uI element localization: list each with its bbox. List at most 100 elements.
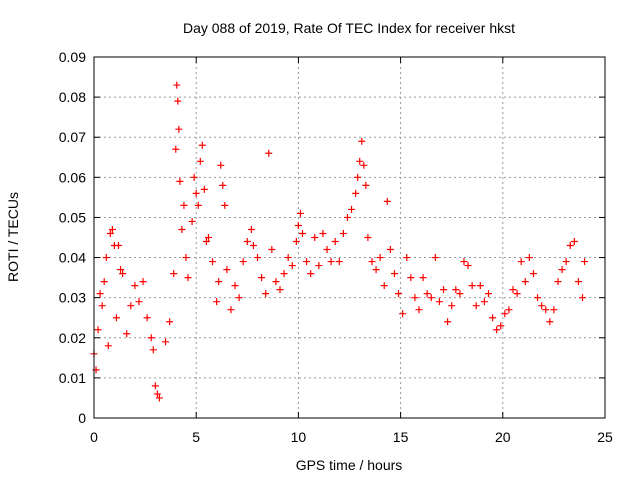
data-point bbox=[362, 181, 370, 189]
data-point bbox=[574, 278, 582, 286]
data-point bbox=[390, 270, 398, 278]
data-point bbox=[178, 225, 186, 233]
x-tick-label: 20 bbox=[495, 429, 511, 445]
x-tick-label: 10 bbox=[291, 429, 307, 445]
data-point bbox=[94, 326, 102, 334]
y-tick-label: 0.04 bbox=[59, 250, 86, 266]
data-point bbox=[215, 278, 223, 286]
data-point bbox=[131, 282, 139, 290]
data-point bbox=[431, 254, 439, 262]
data-point bbox=[323, 246, 331, 254]
data-point bbox=[166, 318, 174, 326]
data-point bbox=[96, 290, 104, 298]
data-point bbox=[115, 242, 123, 250]
data-point bbox=[529, 270, 537, 278]
y-tick-label: 0 bbox=[78, 410, 86, 426]
data-point bbox=[175, 125, 183, 133]
data-point bbox=[407, 274, 415, 282]
data-point bbox=[135, 298, 143, 306]
y-tick-label: 0.03 bbox=[59, 290, 86, 306]
data-point bbox=[200, 185, 208, 193]
data-point bbox=[188, 217, 196, 225]
data-point bbox=[149, 346, 157, 354]
data-point bbox=[98, 302, 106, 310]
data-point bbox=[525, 254, 533, 262]
data-point bbox=[219, 181, 227, 189]
axis-ticks: 0 0.01 0.02 0.03 0.04 0.05 0.06 0.07 0.08 0.09 0 5 1… bbox=[59, 49, 613, 445]
data-point bbox=[204, 234, 212, 241]
x-tick-label: 25 bbox=[597, 429, 613, 445]
data-point bbox=[327, 258, 335, 266]
data-point bbox=[247, 225, 255, 233]
data-point bbox=[415, 306, 423, 314]
data-point bbox=[476, 282, 484, 290]
data-point bbox=[190, 173, 198, 181]
data-point bbox=[258, 274, 266, 282]
data-point bbox=[227, 306, 235, 314]
data-point bbox=[534, 294, 542, 302]
data-point bbox=[192, 189, 200, 197]
data-point bbox=[249, 242, 257, 250]
data-point bbox=[521, 278, 529, 286]
data-point bbox=[368, 258, 376, 266]
data-point bbox=[182, 254, 190, 262]
data-point bbox=[102, 254, 110, 262]
data-point bbox=[542, 306, 550, 314]
data-point bbox=[231, 282, 239, 290]
data-point bbox=[162, 338, 170, 346]
data-point bbox=[472, 302, 480, 310]
data-point bbox=[139, 278, 147, 286]
data-point bbox=[513, 290, 521, 298]
data-point bbox=[566, 242, 574, 250]
data-point bbox=[280, 270, 288, 278]
data-point bbox=[354, 173, 362, 181]
data-point bbox=[579, 294, 587, 302]
data-point bbox=[155, 394, 163, 402]
data-point bbox=[176, 177, 184, 185]
data-point bbox=[276, 286, 284, 294]
y-tick-label: 0.06 bbox=[59, 169, 86, 185]
data-point bbox=[372, 266, 380, 274]
data-point bbox=[546, 318, 554, 326]
data-point bbox=[172, 145, 180, 153]
data-point bbox=[376, 254, 384, 262]
data-point bbox=[497, 322, 505, 330]
data-point bbox=[509, 286, 517, 294]
data-point bbox=[127, 302, 135, 310]
data-points bbox=[90, 81, 589, 402]
y-tick-label: 0.05 bbox=[59, 209, 86, 225]
y-tick-label: 0.09 bbox=[59, 49, 86, 65]
data-point bbox=[456, 290, 464, 298]
data-point bbox=[480, 298, 488, 306]
data-point bbox=[558, 266, 566, 274]
data-point bbox=[221, 201, 229, 209]
y-tick-label: 0.07 bbox=[59, 129, 86, 145]
data-point bbox=[356, 157, 364, 165]
data-point bbox=[296, 209, 304, 217]
data-point bbox=[315, 262, 323, 270]
data-point bbox=[284, 254, 292, 262]
x-tick-label: 0 bbox=[90, 429, 98, 445]
data-point bbox=[108, 225, 116, 233]
data-point bbox=[173, 81, 181, 89]
data-point bbox=[383, 197, 391, 205]
data-point bbox=[538, 302, 546, 310]
grid-lines bbox=[94, 57, 605, 418]
data-point bbox=[452, 286, 460, 294]
data-point bbox=[581, 258, 589, 266]
data-point bbox=[348, 205, 356, 213]
data-point bbox=[380, 282, 388, 290]
data-point bbox=[339, 229, 347, 237]
data-point bbox=[213, 298, 221, 306]
data-point bbox=[292, 238, 300, 246]
data-point bbox=[464, 262, 472, 270]
data-point bbox=[307, 270, 315, 278]
data-point bbox=[570, 238, 578, 246]
data-point bbox=[303, 258, 311, 266]
data-point bbox=[505, 306, 513, 314]
data-point bbox=[243, 238, 251, 246]
data-point bbox=[298, 229, 306, 237]
y-tick-label: 0.02 bbox=[59, 330, 86, 346]
